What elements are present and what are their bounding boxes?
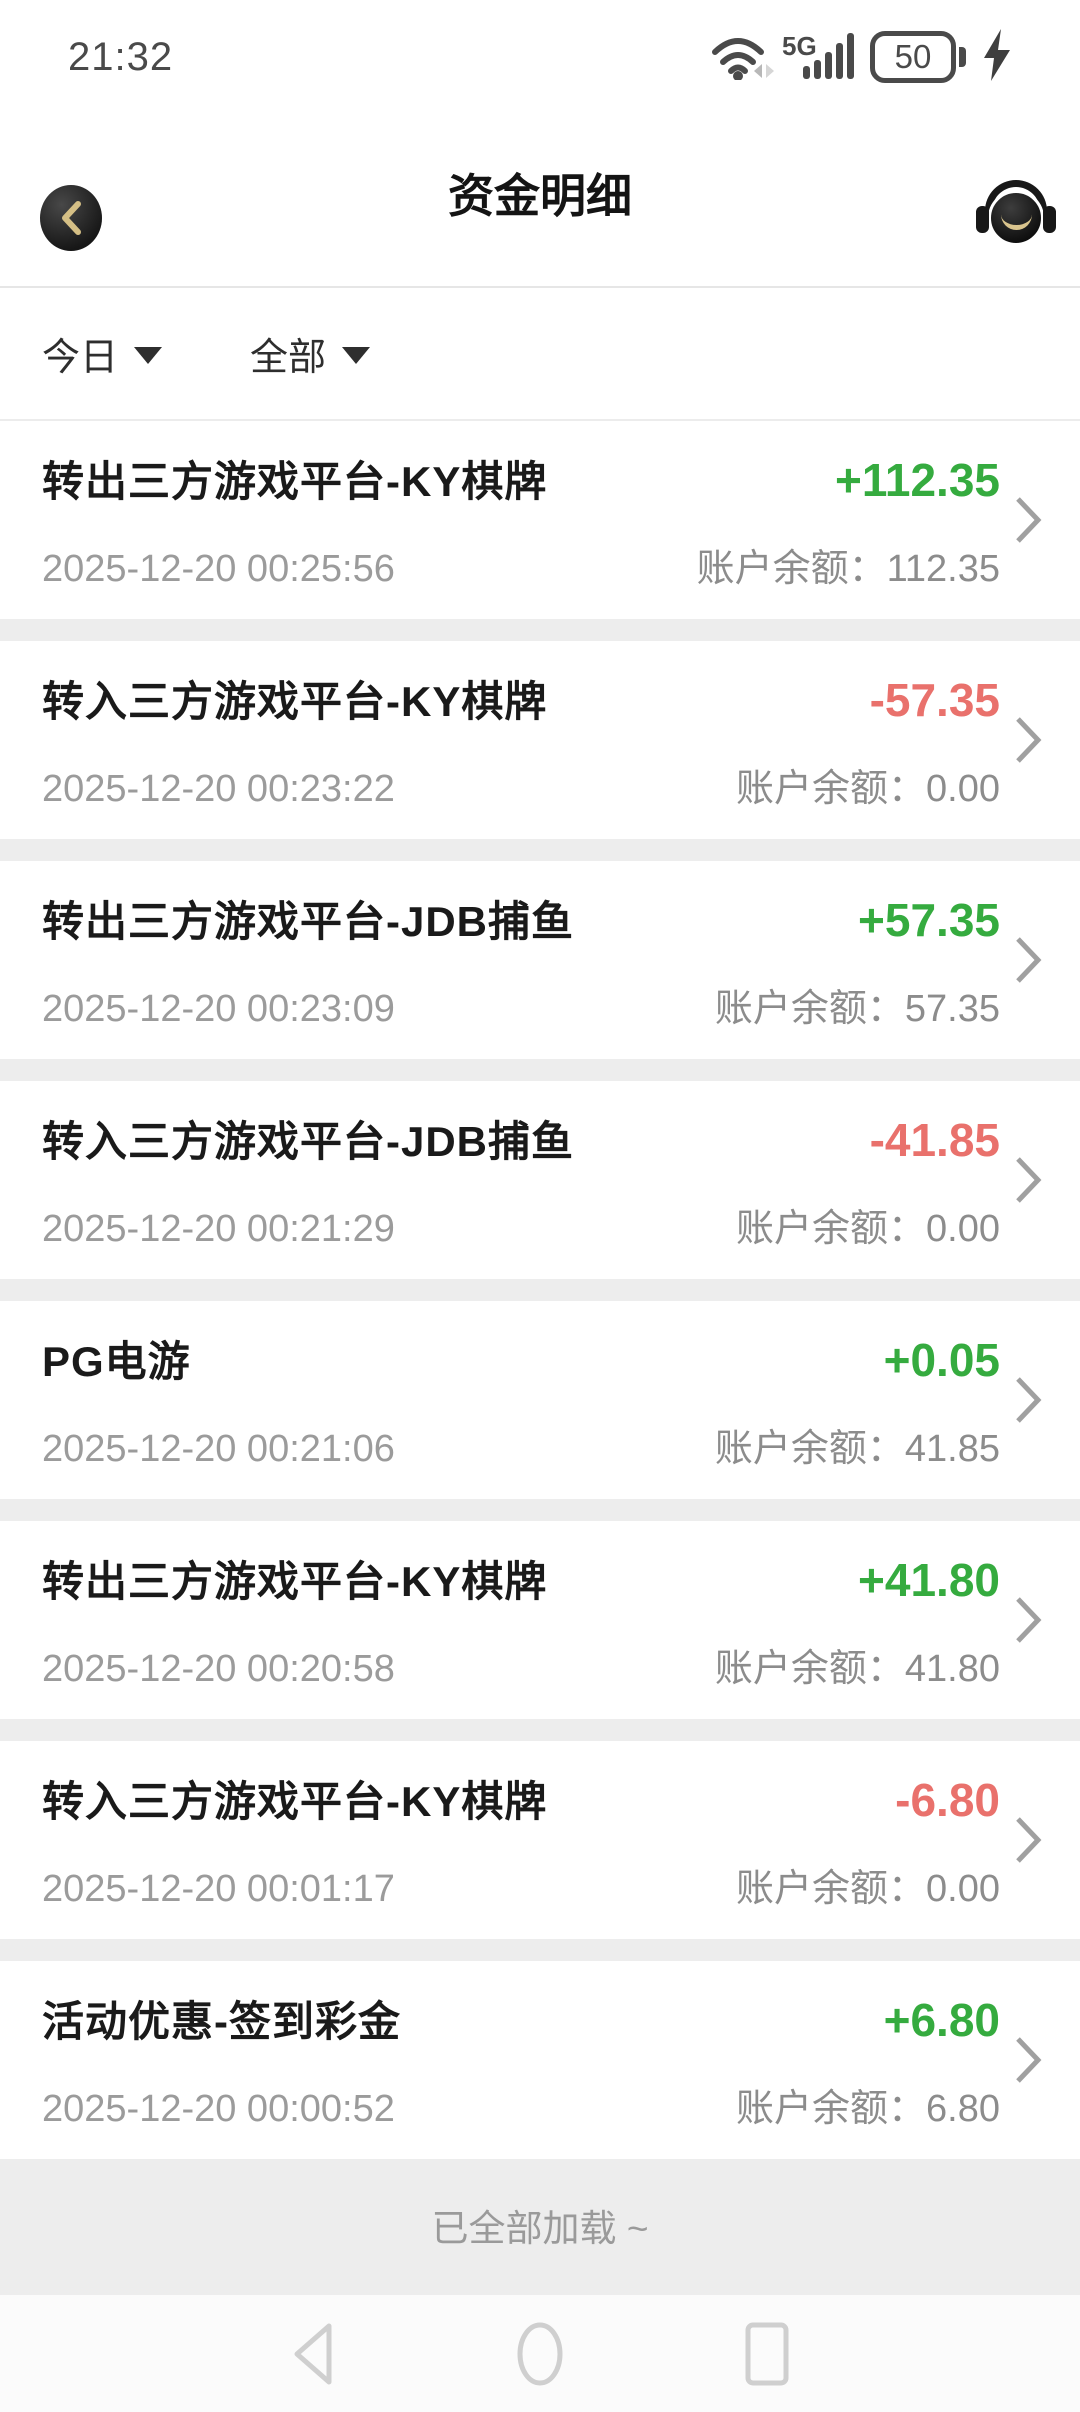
- account-balance: 账户余额：6.80: [736, 2088, 1000, 2130]
- transaction-item[interactable]: 转出三方游戏平台-JDB捕鱼 +57.35 2025-12-20 00:23:0…: [0, 861, 1080, 1059]
- date-filter-dropdown[interactable]: 今日: [42, 326, 163, 381]
- transaction-item[interactable]: 转入三方游戏平台-JDB捕鱼 -41.85 2025-12-20 00:21:2…: [0, 1081, 1080, 1279]
- android-nav-bar: [0, 2295, 1080, 2412]
- nav-home-circle-icon: [517, 2322, 563, 2385]
- account-balance: 账户余额：112.35: [696, 548, 1000, 590]
- customer-service-button[interactable]: [976, 176, 1056, 260]
- status-bar: 21:32 5G: [0, 0, 1080, 100]
- filter-bar: 今日 全部: [0, 288, 1080, 421]
- transaction-item[interactable]: 活动优惠-签到彩金 +6.80 2025-12-20 00:00:52 账户余额…: [0, 1961, 1080, 2159]
- type-filter-dropdown[interactable]: 全部: [250, 326, 371, 381]
- transaction-amount: +0.05: [883, 1334, 1000, 1386]
- transaction-title: 转出三方游戏平台-KY棋牌: [42, 1558, 548, 1605]
- transaction-datetime: 2025-12-20 00:20:58: [42, 1648, 395, 1690]
- nav-back-triangle-icon: [294, 2323, 332, 2384]
- transaction-amount: -41.85: [869, 1114, 1000, 1166]
- transaction-amount: -6.80: [895, 1774, 1000, 1826]
- back-button[interactable]: [40, 185, 102, 251]
- transaction-datetime: 2025-12-20 00:23:09: [42, 988, 395, 1030]
- transaction-amount: +112.35: [834, 454, 1000, 506]
- chevron-right-icon: [1016, 1817, 1042, 1863]
- transaction-item[interactable]: 转出三方游戏平台-KY棋牌 +112.35 2025-12-20 00:25:5…: [0, 421, 1080, 619]
- nav-home-button[interactable]: [515, 2321, 565, 2387]
- caret-down-icon: [134, 347, 163, 364]
- clock-text: 21:32: [68, 34, 174, 79]
- transaction-amount: +57.35: [858, 894, 1000, 946]
- caret-down-icon: [342, 347, 371, 364]
- transaction-title: 转入三方游戏平台-KY棋牌: [42, 678, 548, 725]
- transaction-amount: +41.80: [858, 1554, 1000, 1606]
- nav-recents-button[interactable]: [743, 2321, 791, 2387]
- chevron-right-icon: [1016, 2037, 1042, 2083]
- transaction-item[interactable]: 转入三方游戏平台-KY棋牌 -6.80 2025-12-20 00:01:17 …: [0, 1741, 1080, 1939]
- battery-icon: 50: [870, 31, 966, 83]
- transaction-item[interactable]: 转出三方游戏平台-KY棋牌 +41.80 2025-12-20 00:20:58…: [0, 1521, 1080, 1719]
- transaction-datetime: 2025-12-20 00:21:06: [42, 1428, 395, 1470]
- transaction-title: 转出三方游戏平台-KY棋牌: [42, 458, 548, 505]
- transaction-amount: +6.80: [883, 1994, 1000, 2046]
- account-balance: 账户余额：57.35: [714, 988, 1000, 1030]
- chevron-left-icon: [62, 201, 81, 235]
- account-balance: 账户余额：0.00: [736, 1868, 1000, 1910]
- transaction-datetime: 2025-12-20 00:01:17: [42, 1868, 395, 1910]
- transaction-item[interactable]: PG电游 +0.05 2025-12-20 00:21:06 账户余额：41.8…: [0, 1301, 1080, 1499]
- transaction-datetime: 2025-12-20 00:00:52: [42, 2088, 395, 2130]
- transaction-amount: -57.35: [869, 674, 1000, 726]
- transaction-item[interactable]: 转入三方游戏平台-KY棋牌 -57.35 2025-12-20 00:23:22…: [0, 641, 1080, 839]
- cellular-signal-icon: 5G: [782, 31, 854, 81]
- all-loaded-text: 已全部加载 ~: [431, 2208, 649, 2249]
- headset-icon: [985, 180, 1047, 214]
- nav-recents-square-icon: [745, 2322, 789, 2385]
- battery-level-text: 50: [894, 38, 932, 75]
- chevron-right-icon: [1016, 717, 1042, 763]
- list-end-footer: 已全部加载 ~: [0, 2159, 1080, 2291]
- chevron-right-icon: [1016, 937, 1042, 983]
- transaction-title: 转入三方游戏平台-KY棋牌: [42, 1778, 548, 1825]
- chevron-right-icon: [1016, 1157, 1042, 1203]
- chevron-right-icon: [1016, 1377, 1042, 1423]
- transaction-datetime: 2025-12-20 00:25:56: [42, 548, 395, 590]
- transaction-title: 转入三方游戏平台-JDB捕鱼: [42, 1118, 575, 1165]
- transaction-title: PG电游: [42, 1338, 191, 1385]
- transaction-list: 转出三方游戏平台-KY棋牌 +112.35 2025-12-20 00:25:5…: [0, 421, 1080, 2159]
- transaction-datetime: 2025-12-20 00:23:22: [42, 768, 395, 810]
- charging-bolt-icon: [982, 28, 1012, 86]
- chevron-right-icon: [1016, 497, 1042, 543]
- wifi-icon: [710, 34, 774, 81]
- account-balance: 账户余额：0.00: [736, 1208, 1000, 1250]
- status-icons: 5G 50: [710, 28, 1012, 86]
- page-title: 资金明细: [448, 170, 632, 222]
- transaction-title: 活动优惠-签到彩金: [42, 1998, 401, 2045]
- account-balance: 账户余额：41.85: [714, 1428, 1000, 1470]
- nav-back-button[interactable]: [289, 2321, 337, 2387]
- transaction-title: 转出三方游戏平台-JDB捕鱼: [42, 898, 575, 945]
- account-balance: 账户余额：0.00: [736, 768, 1000, 810]
- page-header: 资金明细: [0, 100, 1080, 288]
- transaction-datetime: 2025-12-20 00:21:29: [42, 1208, 395, 1250]
- account-balance: 账户余额：41.80: [714, 1648, 1000, 1690]
- data-arrows-icon: [754, 64, 776, 78]
- chevron-right-icon: [1016, 1597, 1042, 1643]
